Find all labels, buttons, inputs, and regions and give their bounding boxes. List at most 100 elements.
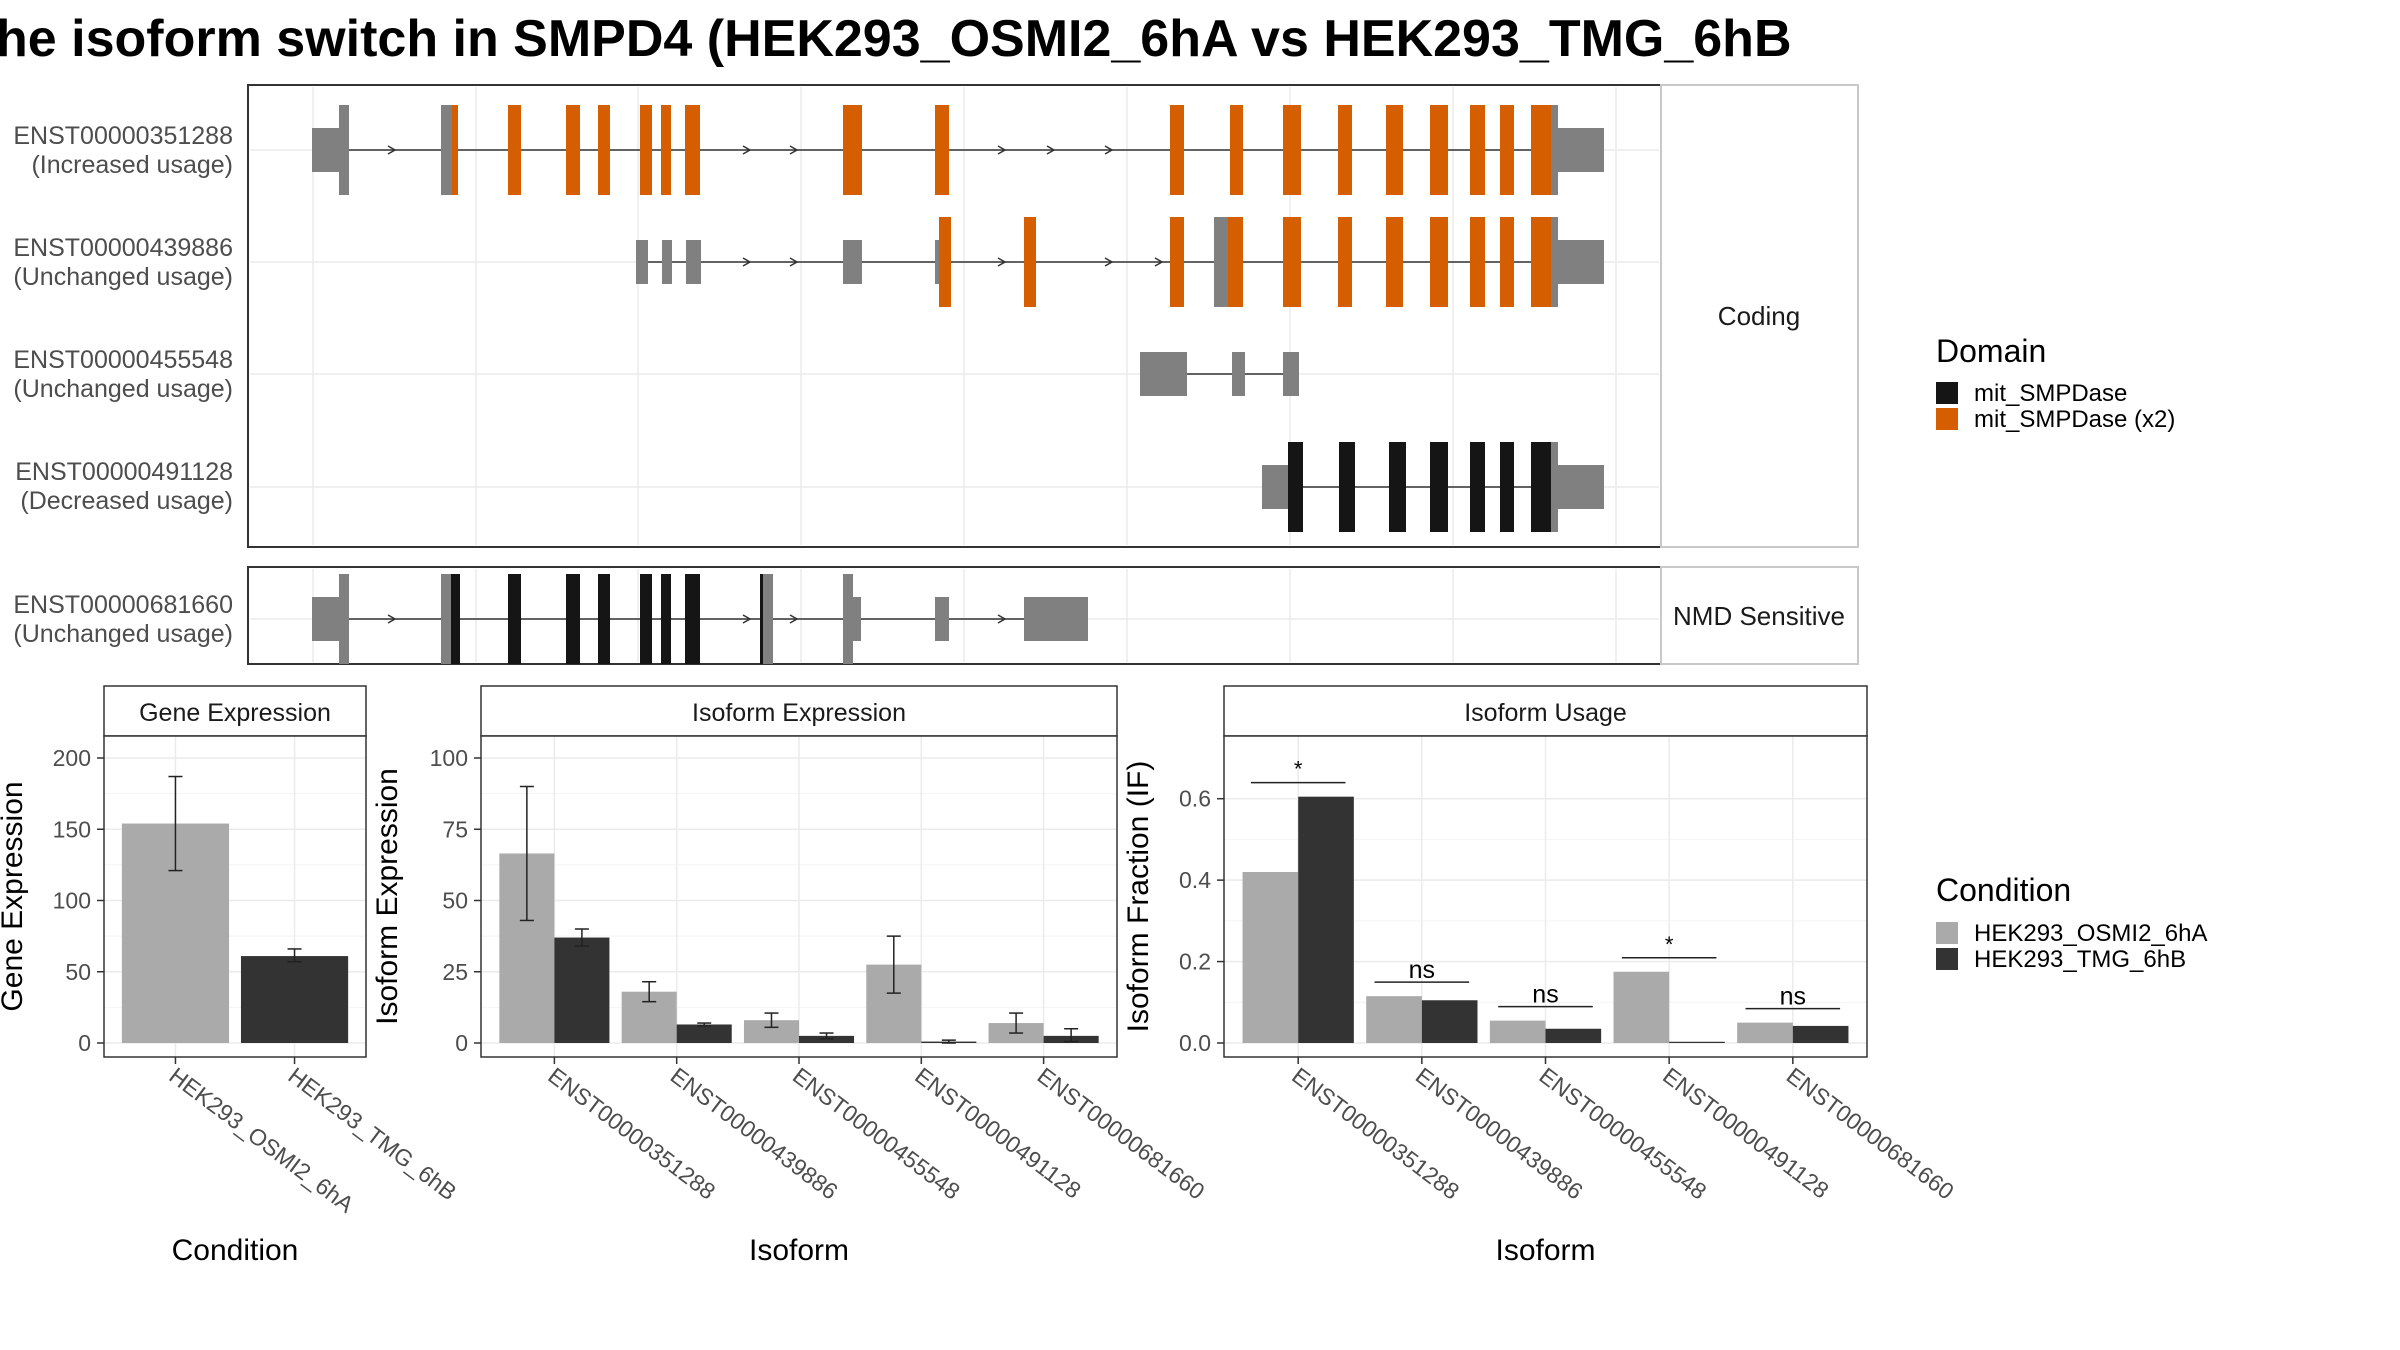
bar	[1545, 1028, 1602, 1043]
y-tick-label: 0.6	[1179, 786, 1211, 812]
x-axis-title: Isoform	[1495, 1234, 1595, 1267]
coding-exon	[1338, 105, 1352, 195]
coding-exon	[1170, 217, 1184, 307]
utr-exon	[1558, 465, 1604, 509]
coding-exon	[685, 574, 700, 664]
transcript-model	[312, 574, 1088, 664]
strip-label-coding: Coding	[1718, 301, 1800, 331]
strand-arrow	[1154, 257, 1164, 267]
coding-exon	[1531, 442, 1551, 532]
coding-exon	[508, 574, 521, 664]
legend-title: Condition	[1936, 872, 2071, 908]
bar	[1242, 872, 1299, 1043]
panel-strip	[480, 685, 1118, 737]
coding-exon	[1430, 217, 1448, 307]
strand-arrow	[742, 614, 752, 624]
utr-exon	[1558, 128, 1604, 172]
coding-exon	[1500, 105, 1514, 195]
transcript-model	[1262, 442, 1604, 532]
isoform-label-usage: (Unchanged usage)	[13, 620, 233, 648]
isoform-label-usage: (Unchanged usage)	[13, 375, 233, 403]
y-tick-label: 100	[53, 888, 91, 914]
bar	[1489, 1020, 1546, 1043]
coding-exon	[661, 574, 671, 664]
y-tick-label: 50	[442, 888, 468, 914]
strand-arrow	[789, 145, 799, 155]
bar-charts: Gene Expression050100150200HEK293_OSMI2_…	[0, 685, 1959, 1267]
coding-exon	[760, 574, 763, 664]
coding-exon	[1338, 217, 1352, 307]
strand-arrow	[997, 257, 1007, 267]
bar	[554, 937, 610, 1043]
strand-arrow	[997, 614, 1007, 624]
y-tick-label: 0	[78, 1030, 91, 1056]
coding-exon	[1214, 217, 1228, 307]
coding-exon	[661, 105, 671, 195]
legend-key-osmi2	[1936, 922, 1958, 944]
utr-exon	[853, 597, 861, 641]
coding-exon	[1339, 442, 1355, 532]
legend-label: HEK293_OSMI2_6hA	[1974, 920, 2207, 947]
utr-exon	[1558, 240, 1604, 284]
significance-label: ns	[1532, 981, 1558, 1009]
strand-arrow	[789, 614, 799, 624]
figure-title: he isoform switch in SMPD4 (HEK293_OSMI2…	[0, 10, 1792, 68]
isoform-label-id: ENST00000491128	[15, 458, 233, 486]
utr-exon	[662, 240, 672, 284]
coding-exon	[598, 574, 610, 664]
bar	[676, 1024, 732, 1043]
bar	[1298, 796, 1354, 1043]
bar	[1421, 1000, 1478, 1043]
significance-label: ns	[1780, 983, 1806, 1011]
y-tick-label: 50	[65, 959, 91, 985]
utr-exon	[1283, 352, 1299, 396]
coding-exon	[451, 574, 460, 664]
utr-exon	[686, 240, 701, 284]
legend-label: HEK293_TMG_6hB	[1974, 946, 2186, 973]
coding-exon	[1170, 105, 1184, 195]
bar-chart-2: Isoform Expression0255075100ENST00000351…	[371, 685, 1210, 1267]
y-axis-title: Gene Expression	[0, 781, 29, 1011]
plot-frame	[103, 735, 367, 1058]
x-axis-title: Condition	[172, 1234, 299, 1267]
coding-exon	[598, 105, 610, 195]
isoform-label-id: ENST00000681660	[13, 591, 233, 619]
strand-arrow	[387, 145, 397, 155]
isoform-label-id: ENST00000439886	[13, 234, 233, 262]
isoform-label-usage: (Increased usage)	[31, 151, 233, 179]
coding-exon	[1470, 217, 1485, 307]
transcript-models	[312, 105, 1604, 664]
utr-exon	[636, 240, 648, 284]
coding-exon	[1389, 442, 1406, 532]
transcript-structure-panel: Coding NMD Sensitive ENST00000351288 (In…	[13, 84, 1859, 665]
significance-label: *	[1665, 932, 1674, 957]
coding-exon	[441, 105, 453, 195]
strand-arrow	[1046, 145, 1056, 155]
isoform-label-id: ENST00000455548	[13, 346, 233, 374]
bar	[1669, 1041, 1725, 1043]
coding-exon	[843, 105, 862, 195]
bar	[1366, 996, 1422, 1043]
isoform-label-usage: (Unchanged usage)	[13, 263, 233, 291]
coding-exon	[566, 574, 580, 664]
coding-exon	[1531, 105, 1551, 195]
coding-exon	[339, 574, 349, 664]
significance-label: ns	[1409, 956, 1435, 984]
coding-exon	[1500, 217, 1514, 307]
utr-exon	[312, 128, 340, 172]
panel-strip	[103, 685, 367, 737]
legend-title: Domain	[1936, 333, 2046, 369]
coding-exon	[1470, 442, 1485, 532]
coding-exon	[508, 105, 521, 195]
coding-exon	[566, 105, 580, 195]
coding-exon	[1386, 105, 1403, 195]
legend-key-mit-smpdase-x2	[1936, 408, 1958, 430]
legend-label: mit_SMPDase	[1974, 380, 2127, 407]
strand-arrow	[997, 145, 1007, 155]
y-tick-label: 75	[442, 816, 468, 842]
coding-panel-frame	[247, 84, 1662, 548]
utr-exon	[1024, 597, 1088, 641]
coding-exon	[339, 105, 349, 195]
y-tick-label: 0.2	[1179, 949, 1211, 975]
isoform-label-usage: (Decreased usage)	[20, 487, 233, 515]
